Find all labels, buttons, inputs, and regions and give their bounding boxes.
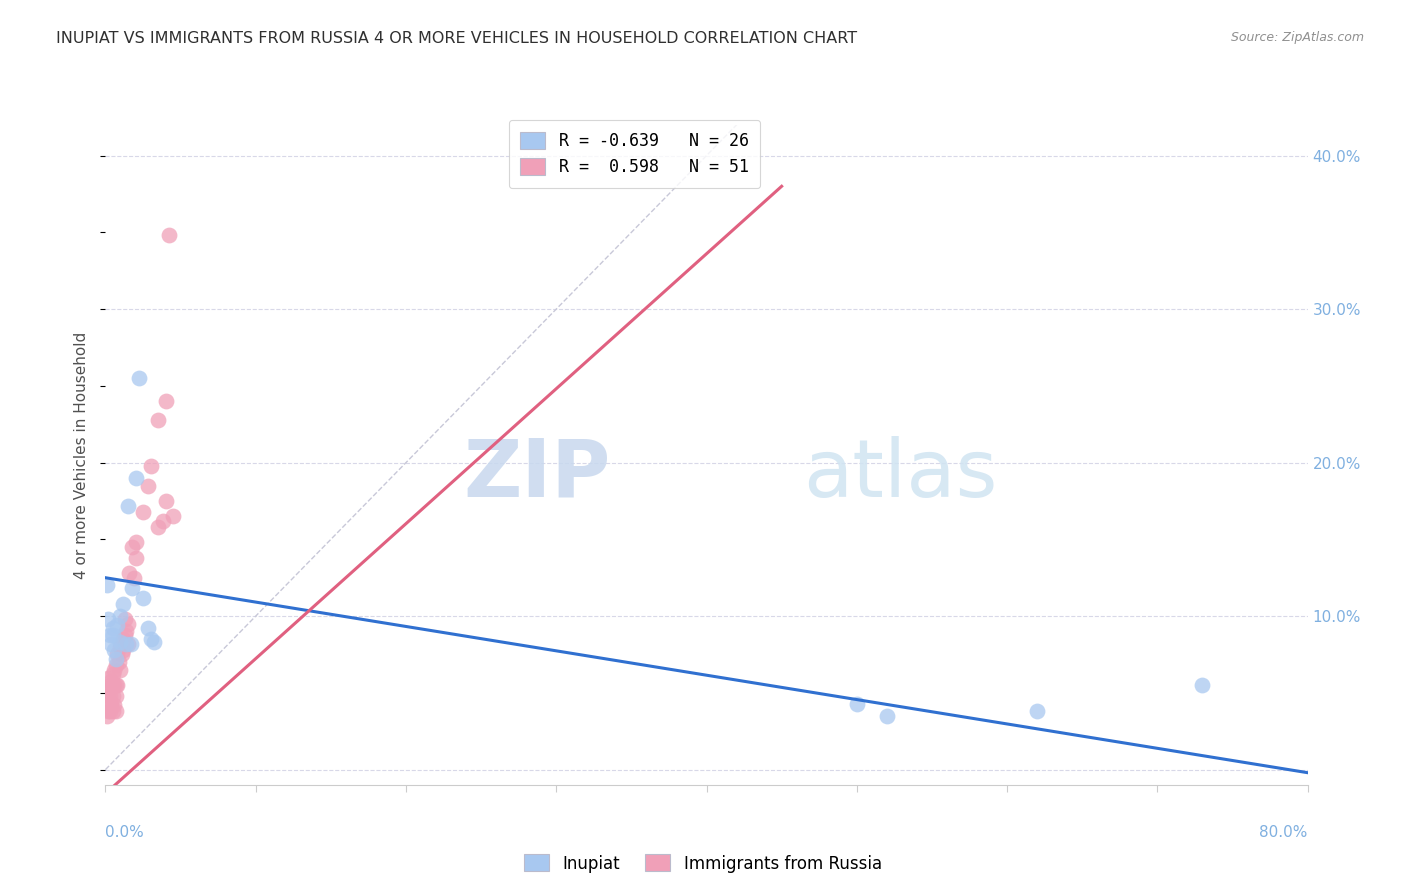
Point <box>155 494 177 508</box>
Point <box>97 682 120 697</box>
Text: ZIP: ZIP <box>463 435 610 514</box>
Text: INUPIAT VS IMMIGRANTS FROM RUSSIA 4 OR MORE VEHICLES IN HOUSEHOLD CORRELATION CH: INUPIAT VS IMMIGRANTS FROM RUSSIA 4 OR M… <box>56 31 858 46</box>
Point <box>121 540 143 554</box>
Point <box>101 627 124 641</box>
Point <box>117 637 139 651</box>
Point <box>1191 678 1213 692</box>
Point <box>98 627 121 641</box>
Point <box>162 509 184 524</box>
Point <box>142 635 165 649</box>
Point <box>96 578 118 592</box>
Point <box>139 458 162 473</box>
Point <box>132 591 155 605</box>
Point <box>124 550 146 565</box>
Point <box>101 667 124 681</box>
Point <box>104 678 127 692</box>
Text: 0.0%: 0.0% <box>105 825 145 840</box>
Point <box>107 678 129 692</box>
Point <box>117 616 139 631</box>
Point <box>115 624 138 639</box>
Point <box>117 499 139 513</box>
Point <box>122 571 145 585</box>
Point <box>128 371 150 385</box>
Point <box>96 709 118 723</box>
Point <box>112 643 135 657</box>
Text: 80.0%: 80.0% <box>1260 825 1308 840</box>
Point <box>103 643 125 657</box>
Point <box>100 673 122 688</box>
Point <box>111 648 134 662</box>
Point <box>107 618 129 632</box>
Point <box>98 704 121 718</box>
Point <box>97 689 120 703</box>
Point <box>97 612 120 626</box>
Point <box>139 632 162 647</box>
Point <box>110 640 132 654</box>
Point <box>96 698 118 713</box>
Point <box>100 698 122 713</box>
Point <box>146 412 169 426</box>
Point <box>124 471 146 485</box>
Point <box>1026 704 1049 718</box>
Point <box>845 697 868 711</box>
Point <box>98 678 121 692</box>
Point <box>104 658 127 673</box>
Legend: Inupiat, Immigrants from Russia: Inupiat, Immigrants from Russia <box>517 847 889 880</box>
Point <box>103 678 125 692</box>
Point <box>107 648 129 662</box>
Point <box>136 621 159 635</box>
Text: atlas: atlas <box>803 435 997 514</box>
Point <box>108 655 131 669</box>
Point <box>110 635 132 649</box>
Point <box>114 612 136 626</box>
Point <box>101 678 124 692</box>
Point <box>120 637 142 651</box>
Y-axis label: 4 or more Vehicles in Household: 4 or more Vehicles in Household <box>75 331 90 579</box>
Point <box>115 637 138 651</box>
Point <box>152 514 174 528</box>
Point <box>114 627 136 641</box>
Point <box>136 478 159 492</box>
Point <box>98 689 121 703</box>
Point <box>155 394 177 409</box>
Point <box>110 663 132 677</box>
Point <box>104 704 127 718</box>
Point <box>101 689 124 703</box>
Point <box>103 663 125 677</box>
Point <box>876 709 898 723</box>
Point <box>124 535 146 549</box>
Point <box>157 228 180 243</box>
Point <box>146 520 169 534</box>
Point <box>96 686 118 700</box>
Legend: R = -0.639   N = 26, R =  0.598   N = 51: R = -0.639 N = 26, R = 0.598 N = 51 <box>509 120 761 188</box>
Point <box>104 652 127 666</box>
Point <box>112 632 135 647</box>
Point <box>121 582 143 596</box>
Point <box>118 566 141 581</box>
Point <box>112 597 135 611</box>
Point <box>110 609 132 624</box>
Point <box>101 704 124 718</box>
Point <box>104 689 127 703</box>
Point <box>100 637 122 651</box>
Point <box>132 505 155 519</box>
Text: Source: ZipAtlas.com: Source: ZipAtlas.com <box>1230 31 1364 45</box>
Point <box>97 704 120 718</box>
Point <box>103 698 125 713</box>
Point <box>101 621 124 635</box>
Point <box>97 671 120 685</box>
